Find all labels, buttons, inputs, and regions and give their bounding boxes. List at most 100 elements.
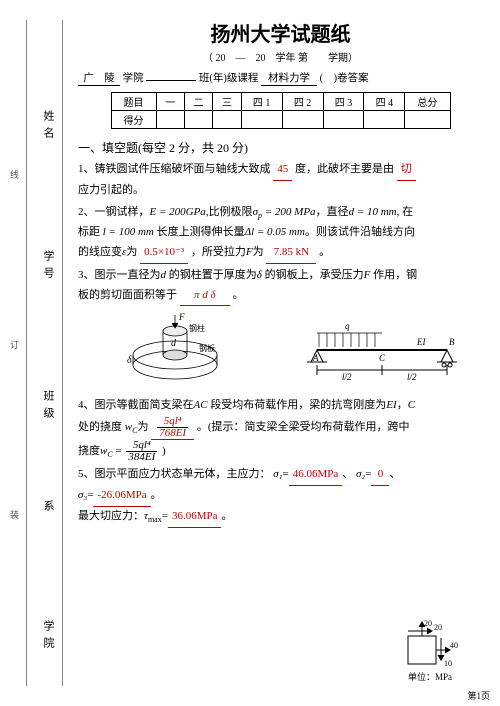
td	[241, 111, 282, 129]
gutter-mark: 装	[8, 510, 21, 525]
F: F	[246, 246, 253, 258]
lbl-EI: EI	[416, 337, 426, 347]
lbl-q: q	[345, 321, 350, 331]
lbl-B: B	[449, 337, 455, 347]
td	[156, 111, 184, 129]
gutter-label-name: 姓名	[40, 110, 56, 144]
lbl-C: C	[379, 353, 386, 363]
EI: EI	[386, 399, 396, 411]
c: 、	[389, 468, 400, 480]
course-blank: 材料力学	[261, 70, 317, 86]
class-label: 班(年)级课程	[199, 73, 259, 84]
s3: σ₃	[78, 489, 87, 501]
AC: AC	[194, 399, 208, 411]
q2-t: 。	[319, 246, 330, 258]
college-suffix: 学院	[123, 73, 144, 84]
s1: σ₁	[273, 468, 282, 480]
q4t: 处的挠度	[78, 421, 125, 433]
td	[184, 111, 212, 129]
figure-row: F d δ 钢柱 钢板	[78, 310, 483, 390]
q2-t: 。则该试件沿轴线方向	[305, 226, 415, 238]
l-eq: l = 100 mm	[103, 226, 154, 238]
gutter-mark: 线	[8, 170, 21, 185]
page-content: 扬州大学试题纸 （ 20 — 20 学年 第 学期） 广 陵 学院 班(年)级课…	[78, 18, 483, 530]
college-blank: 广 陵	[78, 70, 120, 86]
th: 四 1	[241, 93, 282, 111]
dl-eq: Δl = 0.05 mm	[245, 226, 305, 238]
q2-t: 的线应变	[78, 246, 122, 258]
binding-gutter: 姓名 学号 班级 系 学院 线 订 装	[0, 0, 75, 706]
q3-t: 的钢柱置于厚度为	[166, 269, 257, 281]
wc: w	[125, 421, 132, 433]
th: 题目	[111, 93, 156, 111]
column-plate-icon: F d δ 钢柱 钢板	[119, 311, 239, 389]
q4t: 为	[137, 421, 148, 433]
eq: =	[113, 445, 125, 457]
td	[323, 111, 364, 129]
q3-t: 。	[233, 289, 244, 301]
q2-t: 为	[253, 246, 264, 258]
stress-icon: 20 40 20 10 单位：MPa	[380, 618, 470, 688]
v10: 10	[444, 659, 452, 668]
td	[364, 111, 405, 129]
gutter-label-dept: 系	[40, 500, 56, 517]
td	[213, 111, 241, 129]
q4-ans: 5ql⁴768EI	[151, 416, 194, 440]
question-1: 1、铸铁圆试件压缩破坏面与轴线大致成 45 度，此破坏主要是由 切 应力引起的。	[78, 160, 483, 201]
lbl-l2a: l/2	[342, 372, 352, 382]
q2-t: 标距	[78, 226, 103, 238]
den: 384EI	[126, 452, 157, 463]
q2-ans2: 7.85 kN	[266, 243, 316, 264]
q2-t: 为	[126, 246, 137, 258]
a1: 46.06MPa	[289, 465, 343, 486]
gutter-mark: 订	[8, 340, 21, 355]
d-eq: d = 10 mm	[349, 206, 397, 218]
q5t: 5、图示平面应力状态单元体，主应力：	[78, 468, 271, 480]
question-5: 5、图示平面应力状态单元体，主应力： σ₁=46.06MPa、 σ₂=0、 σ₃…	[78, 465, 483, 527]
gutter-label-college: 学院	[40, 620, 56, 654]
E-eq: E = 200GPa	[150, 206, 206, 218]
q1-mid: 度，此破坏主要是由	[295, 163, 394, 175]
page-subtitle: （ 20 — 20 学年 第 学期）	[78, 49, 483, 64]
unit: 单位：MPa	[408, 671, 452, 682]
q1-ans2: 切	[397, 160, 416, 181]
C: C	[408, 399, 415, 411]
q4t: )	[162, 445, 166, 457]
table-row: 得分	[111, 111, 450, 129]
lbl-col: 钢柱	[189, 323, 205, 333]
eq200: = 200 MPa	[262, 206, 316, 218]
td: 得分	[111, 111, 156, 129]
section-title: 一、填空题(每空 2 分，共 20 分)	[78, 139, 483, 156]
question-2: 2、一钢试样，E = 200GPa,比例极限σp = 200 MPa，直径d =…	[78, 203, 483, 264]
lbl-l2b: l/2	[407, 372, 417, 382]
figure-left: F d δ 钢柱 钢板	[78, 311, 281, 389]
c: 、	[342, 468, 353, 480]
question-4: 4、图示等截面简支梁在AC 段受均布荷载作用，梁的抗弯刚度为EI，C 处的挠度 …	[78, 396, 483, 463]
lbl-delta: δ	[127, 355, 132, 366]
gutter-line	[62, 20, 63, 686]
header-line: 广 陵 学院 班(年)级课程 材料力学 ( )卷答案	[78, 70, 483, 86]
q3-t: 的钢板上，承受压力	[262, 269, 364, 281]
q3-t: 作用，钢	[370, 269, 417, 281]
lbl-plate: 钢板	[199, 343, 215, 353]
page-number: 第1页	[467, 689, 490, 702]
page-title: 扬州大学试题纸	[78, 18, 483, 47]
th: 总分	[405, 93, 450, 111]
class-blank	[146, 80, 196, 81]
q5t: 。	[151, 489, 162, 501]
q1-text: 1、铸铁圆试件压缩破坏面与轴线大致成	[78, 163, 271, 175]
q4t: 。(提示：简支梁全梁受均布荷载作用，跨中	[197, 421, 410, 433]
a2: 0	[371, 465, 389, 486]
q2-t: ,比例极限	[206, 206, 253, 218]
q2-t: 2、一钢试样，	[78, 206, 150, 218]
lbl-F: F	[178, 312, 185, 322]
gutter-line	[26, 20, 27, 686]
th: 三	[213, 93, 241, 111]
gutter-label-id: 学号	[40, 250, 56, 284]
figure-right: q EI A C B l/2 l/2	[281, 315, 484, 385]
den: 768EI	[157, 428, 188, 439]
question-3: 3、图示一直径为d 的钢柱置于厚度为δ 的钢板上，承受压力F 作用，钢 板的剪切…	[78, 266, 483, 307]
gutter-label-class: 班级	[40, 390, 56, 424]
q4t: 挠度	[78, 445, 100, 457]
q2-t: ，直径	[316, 206, 349, 218]
